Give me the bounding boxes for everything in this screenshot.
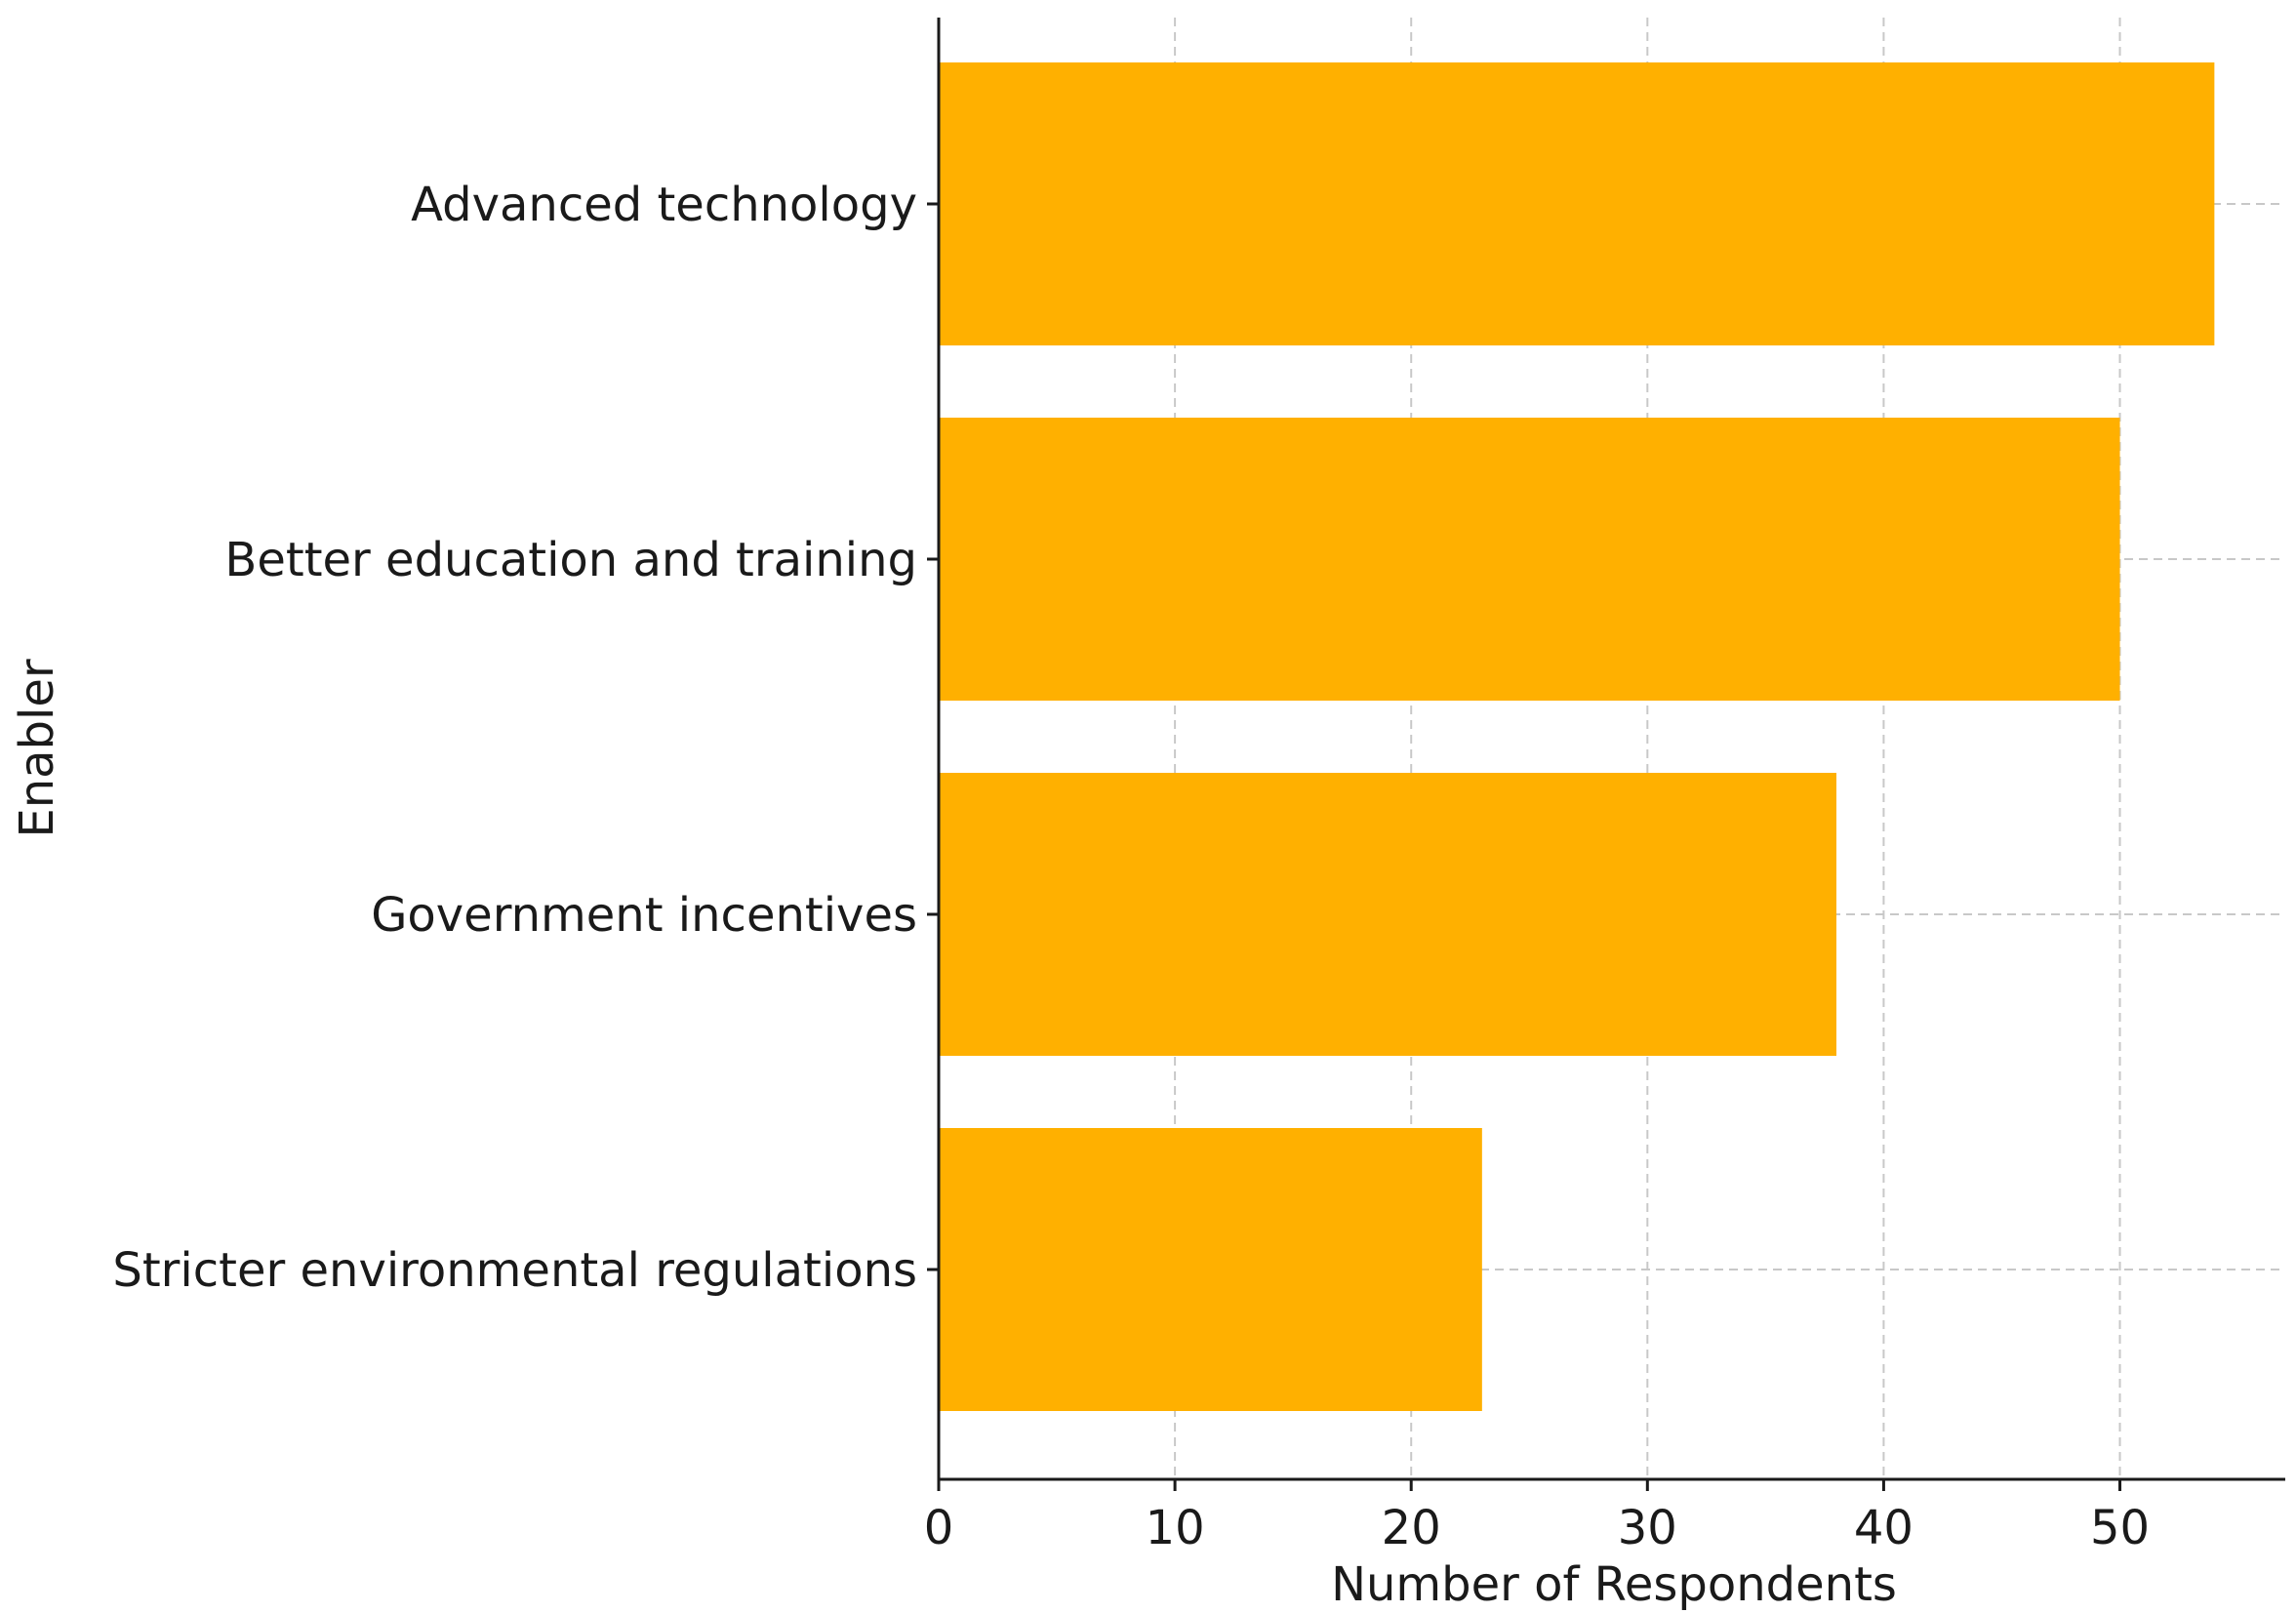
bar-better-education-and-training xyxy=(939,418,2120,701)
x-tick-label: 30 xyxy=(1618,1501,1677,1555)
axes xyxy=(937,18,2285,1481)
y-tick-label: Government incentives xyxy=(371,888,917,943)
bars xyxy=(939,62,2215,1411)
x-ticks: 0 10 20 30 40 50 xyxy=(924,1479,2150,1555)
y-tick-label: Better education and training xyxy=(224,533,917,587)
y-tick-label: Advanced technology xyxy=(411,178,917,232)
x-tick-label: 20 xyxy=(1382,1501,1441,1555)
bar-advanced-technology xyxy=(939,62,2215,345)
x-tick-label: 10 xyxy=(1146,1501,1205,1555)
bar-government-incentives xyxy=(939,773,1836,1056)
x-tick-label: 40 xyxy=(1854,1501,1913,1555)
x-axis-title: Number of Respondents xyxy=(1331,1557,1897,1612)
y-tick-label: Stricter environmental regulations xyxy=(112,1243,917,1298)
x-tick-label: 0 xyxy=(924,1501,954,1555)
y-axis-title: Enabler xyxy=(10,659,64,838)
x-tick-label: 50 xyxy=(2090,1501,2150,1555)
y-ticks: Advanced technology Better education and … xyxy=(112,178,939,1298)
bar-stricter-environmental-regulations xyxy=(939,1128,1482,1411)
